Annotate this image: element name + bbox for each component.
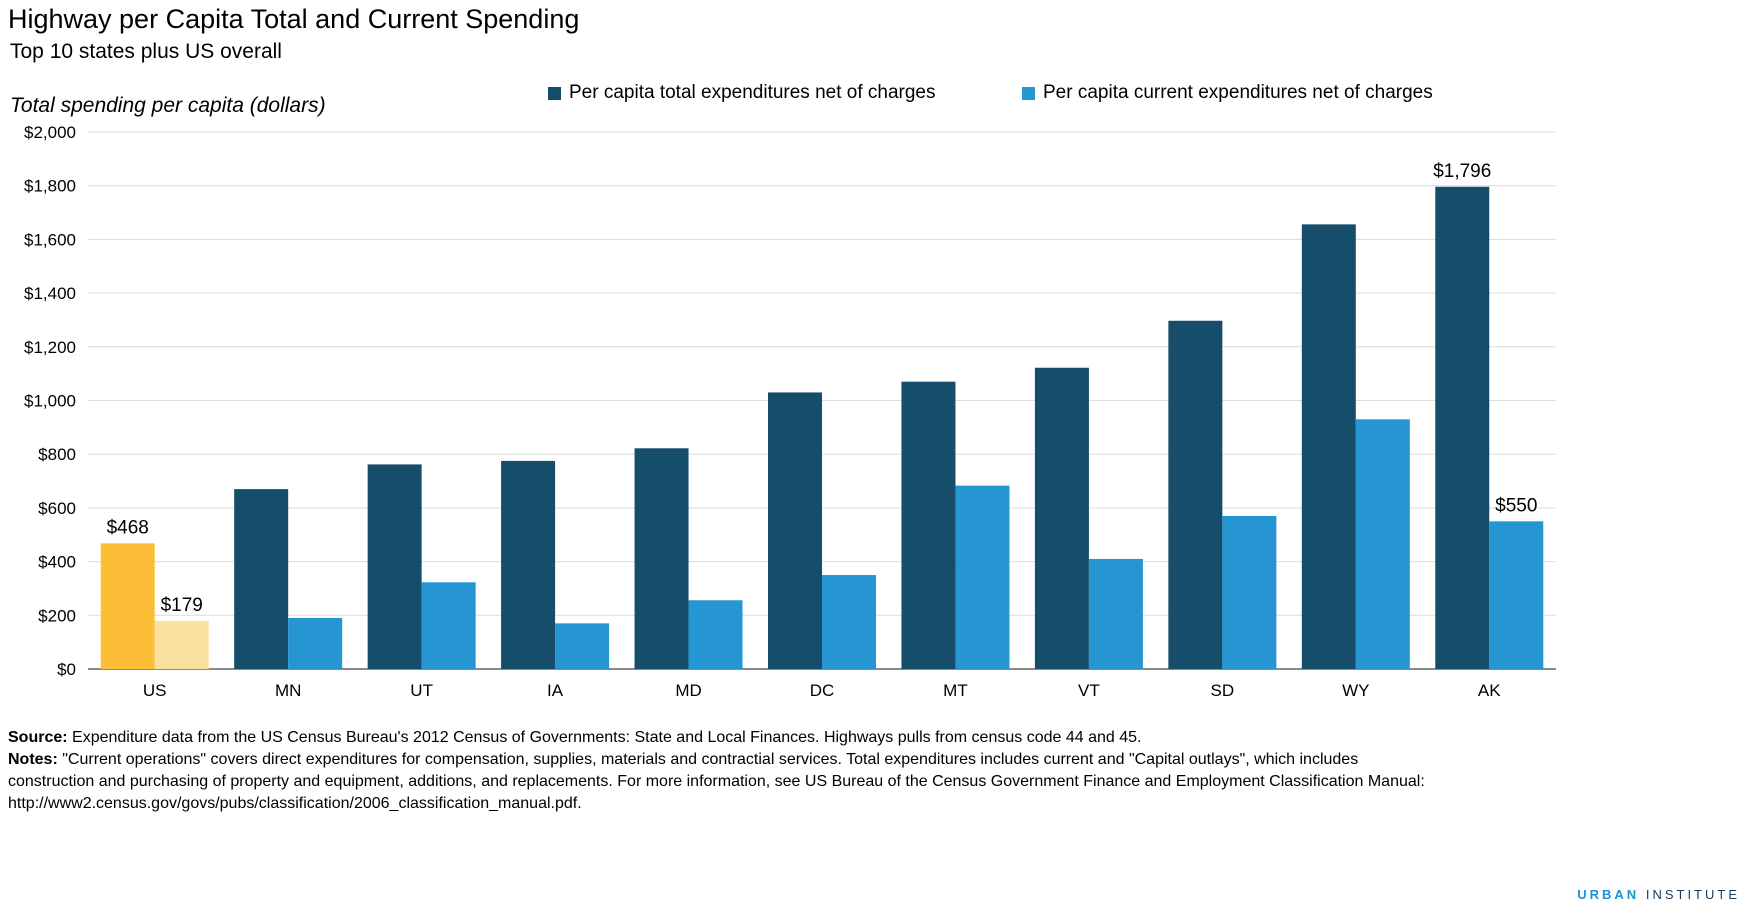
bar-current-vt — [1088, 558, 1143, 669]
data-label: $468 — [107, 517, 149, 538]
x-tick-label: WY — [1342, 681, 1369, 700]
data-label: $1,796 — [1433, 161, 1491, 182]
x-tick-label: MN — [275, 681, 301, 700]
x-tick-label: VT — [1078, 681, 1100, 700]
legend-item-total: Per capita total expenditures net of cha… — [548, 82, 936, 104]
legend-label-total: Per capita total expenditures net of cha… — [569, 82, 936, 103]
brand-urban: URBAN — [1577, 887, 1640, 902]
notes-line-3: http://www2.census.gov/govs/pubs/classif… — [8, 795, 582, 812]
bar-total-ut — [367, 464, 422, 669]
notes-label: Notes: — [8, 751, 58, 768]
y-tick-label: $0 — [57, 660, 76, 679]
brand-institute: INSTITUTE — [1645, 887, 1740, 902]
bar-current-us — [154, 620, 209, 669]
chart-title: Highway per Capita Total and Current Spe… — [8, 4, 580, 34]
y-tick-label: $1,600 — [24, 230, 76, 249]
bar-current-dc — [822, 575, 876, 669]
x-tick-label: SD — [1211, 681, 1235, 700]
bar-chart: $0 $200 $400 $600 $800 $1,000 $1,200 $1,400 $1,6… — [24, 123, 1556, 700]
source-label: Source: — [8, 729, 68, 746]
y-tick-label: $1,400 — [24, 284, 76, 303]
y-tick-label: $1,800 — [24, 177, 76, 196]
notes-text-1: "Current operations" covers direct expen… — [57, 751, 1359, 768]
x-tick-label: IA — [547, 681, 564, 700]
chart-subtitle: Top 10 states plus US overall — [10, 40, 282, 63]
bar-total-ak — [1435, 186, 1490, 670]
y-tick-label: $2,000 — [24, 123, 76, 142]
urban-institute-logo: URBAN INSTITUTE — [1577, 887, 1740, 902]
x-tick-label: DC — [810, 681, 835, 700]
y-tick-label: $800 — [38, 445, 76, 464]
bar-total-us — [100, 543, 155, 669]
notes-line-2: construction and purchasing of property … — [8, 773, 1425, 790]
y-tick-label: $600 — [38, 499, 76, 518]
x-tick-label: AK — [1478, 681, 1501, 700]
x-tick-label: MT — [943, 681, 968, 700]
bar-total-vt — [1034, 367, 1089, 669]
x-tick-label: MD — [675, 681, 701, 700]
y-tick-label: $400 — [38, 553, 76, 572]
y-tick-label: $1,000 — [24, 392, 76, 411]
bar-current-mn — [288, 617, 343, 669]
source-note: Source: Expenditure data from the US Cen… — [8, 727, 1141, 749]
bar-current-ut — [421, 582, 476, 669]
source-text: Expenditure data from the US Census Bure… — [67, 729, 1142, 746]
notes-line-1: Notes: "Current operations" covers direc… — [8, 749, 1358, 771]
legend-swatch-total — [548, 86, 561, 100]
legend-label-current: Per capita current expenditures net of c… — [1043, 82, 1433, 103]
bar-total-ia — [501, 460, 556, 669]
x-tick-label: US — [143, 681, 167, 700]
bar-total-mt — [901, 381, 956, 669]
y-tick-label: $1,200 — [24, 338, 76, 357]
bar-total-mn — [234, 489, 289, 669]
bar-current-ak — [1489, 521, 1544, 669]
bar-total-wy — [1301, 224, 1356, 669]
bar-total-md — [634, 448, 689, 669]
legend-swatch-current — [1022, 86, 1035, 100]
bar-current-sd — [1222, 515, 1277, 669]
y-tick-label: $200 — [38, 606, 76, 625]
y-axis-title: Total spending per capita (dollars) — [10, 94, 326, 117]
bar-total-sd — [1168, 320, 1223, 669]
data-label: $179 — [161, 595, 203, 616]
bar-current-mt — [955, 485, 1010, 669]
data-label: $550 — [1495, 495, 1537, 516]
legend-item-current: Per capita current expenditures net of c… — [1022, 82, 1433, 104]
x-tick-label: UT — [410, 681, 433, 700]
bar-current-wy — [1355, 419, 1410, 669]
bar-total-dc — [768, 392, 822, 669]
bar-current-ia — [555, 623, 610, 669]
bar-current-md — [688, 600, 743, 669]
